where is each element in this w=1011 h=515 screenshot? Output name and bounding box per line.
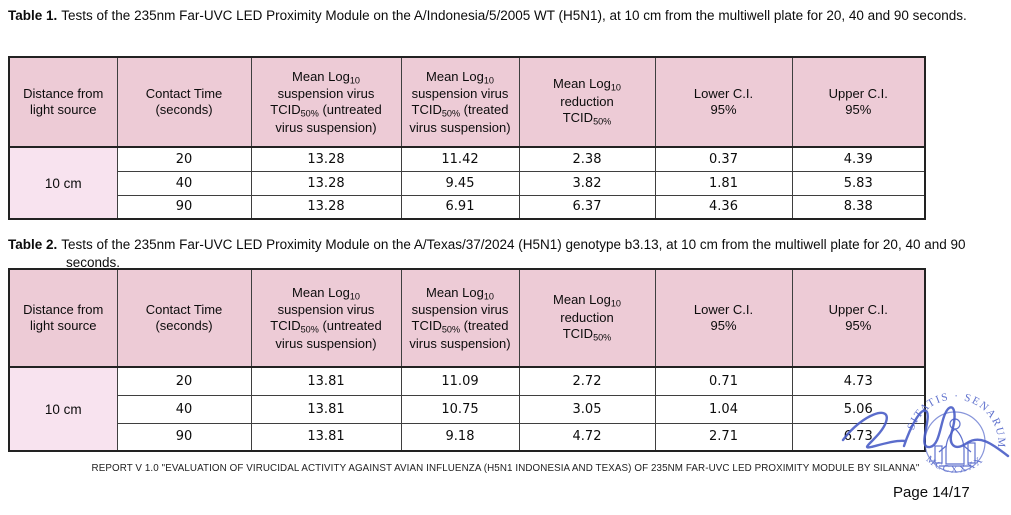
table-cell: 40 [116,394,252,424]
subscript: 10 [483,291,494,302]
table1-caption-label: Table 1. [8,8,58,23]
column-header: Upper C.I. 95% [791,268,926,368]
table-cell: 9.18 [400,422,520,452]
distance-cell: 10 cm [8,366,118,452]
table-cell: 9.45 [400,170,520,196]
subscript: 10 [349,291,360,302]
table-cell: 13.81 [250,366,402,396]
table-cell: 2.72 [518,366,656,396]
signature-ink [841,406,1010,458]
subscript: 50% [300,324,319,335]
table-cell: 6.37 [518,194,656,220]
seal-figure-body [945,428,965,465]
column-header: Lower C.I. 95% [654,268,793,368]
column-header: Contact Time (seconds) [116,56,252,148]
table-cell: 90 [116,422,252,452]
column-header: Contact Time (seconds) [116,268,252,368]
svg-text:MCCXXXX: MCCXXXX [924,454,987,476]
table-2: Distance from light source Contact Time (… [8,268,926,452]
table-1: Distance from light source Contact Time (… [8,56,926,220]
table-row: 10 cm 20 13.81 11.09 2.72 0.71 4.73 [8,366,926,452]
table-cell: 11.09 [400,366,520,396]
column-header: Distance from light source [8,56,118,148]
table-cell: 6.91 [400,194,520,220]
table-row: 90 13.81 9.18 4.72 2.71 6.73 [9,422,926,452]
column-header: Mean Log10 reduction TCID50% [518,56,656,148]
seal-right-ornament [967,442,976,464]
column-header: Lower C.I. 95% [654,56,793,148]
table-cell: 2.38 [518,146,656,172]
seal-bottom-text: MCCXXXX [924,454,985,476]
table-cell: 4.39 [791,146,926,172]
column-header: Mean Log10 suspension virus TCID50% (unt… [250,268,402,368]
table-cell: 4.73 [791,366,926,396]
table-cell: 20 [116,146,252,172]
university-seal-stamp: SITATIS · SENARUM MCCXXXX [905,390,1005,476]
subscript: 50% [441,324,461,335]
subscript: 50% [300,108,319,119]
report-footer-line: REPORT V 1.0 "EVALUATION OF VIRUCIDAL AC… [91,463,920,474]
table-row: 90 13.28 6.91 6.37 4.36 8.38 [9,194,926,220]
column-header: Upper C.I. 95% [791,56,926,148]
table-cell: 3.82 [518,170,656,196]
table-cell: 20 [116,366,252,396]
column-header: Mean Log10 suspension virus TCID50% (tre… [400,268,520,368]
table-cell: 3.05 [518,394,656,424]
table-cell: 4.72 [518,422,656,452]
table-cell: 90 [116,194,252,220]
table2-caption-text: Tests of the 235nm Far-UVC LED Proximity… [61,237,966,270]
distance-cell: 10 cm [8,146,118,220]
table-cell: 13.28 [250,170,402,196]
subscript: 50% [593,116,612,127]
table-cell: 13.81 [250,394,402,424]
column-header: Mean Log10 reduction TCID50% [518,268,656,368]
column-header: Mean Log10 suspension virus TCID50% (unt… [250,56,402,148]
seal-inner-ring [924,411,986,473]
table-cell: 0.37 [654,146,793,172]
column-header: Distance from light source [8,268,118,368]
table2-caption-label: Table 2. [8,237,58,252]
subscript: 10 [610,298,621,309]
table-cell: 13.81 [250,422,402,452]
column-header: Mean Log10 suspension virus TCID50% (tre… [400,56,520,148]
page-number: Page 14/17 [893,484,970,501]
subscript: 50% [593,332,612,343]
table-cell: 5.06 [791,394,926,424]
signature-stroke-1 [841,411,907,449]
signature-stroke-2 [902,406,1010,458]
subscript: 10 [349,75,360,86]
table1-caption: Table 1. Tests of the 235nm Far-UVC LED P… [8,7,1002,25]
table2-caption: Table 2. Tests of the 235nm Far-UVC LED P… [8,236,1002,272]
table-cell: 0.71 [654,366,793,396]
subscript: 50% [441,108,461,119]
table-cell: 1.04 [654,394,793,424]
subscript: 10 [610,82,621,93]
table-cell: 10.75 [400,394,520,424]
table-cell: 11.42 [400,146,520,172]
table-cell: 4.36 [654,194,793,220]
table-cell: 1.81 [654,170,793,196]
table-cell: 40 [116,170,252,196]
table-row: 40 13.81 10.75 3.05 1.04 5.06 [9,394,926,424]
table-cell: 13.28 [250,194,402,220]
table-cell: 5.83 [791,170,926,196]
seal-left-ornament [934,445,943,464]
seal-figure-arms [938,445,972,453]
table-cell: 13.28 [250,146,402,172]
table-row: 40 13.28 9.45 3.82 1.81 5.83 [9,170,926,196]
subscript: 10 [483,75,494,86]
table1-caption-text: Tests of the 235nm Far-UVC LED Proximity… [61,8,967,23]
table-cell: 8.38 [791,194,926,220]
table-cell: 2.71 [654,422,793,452]
seal-head [949,418,961,430]
table-row: 10 cm 20 13.28 11.42 2.38 0.37 4.39 [8,146,926,220]
